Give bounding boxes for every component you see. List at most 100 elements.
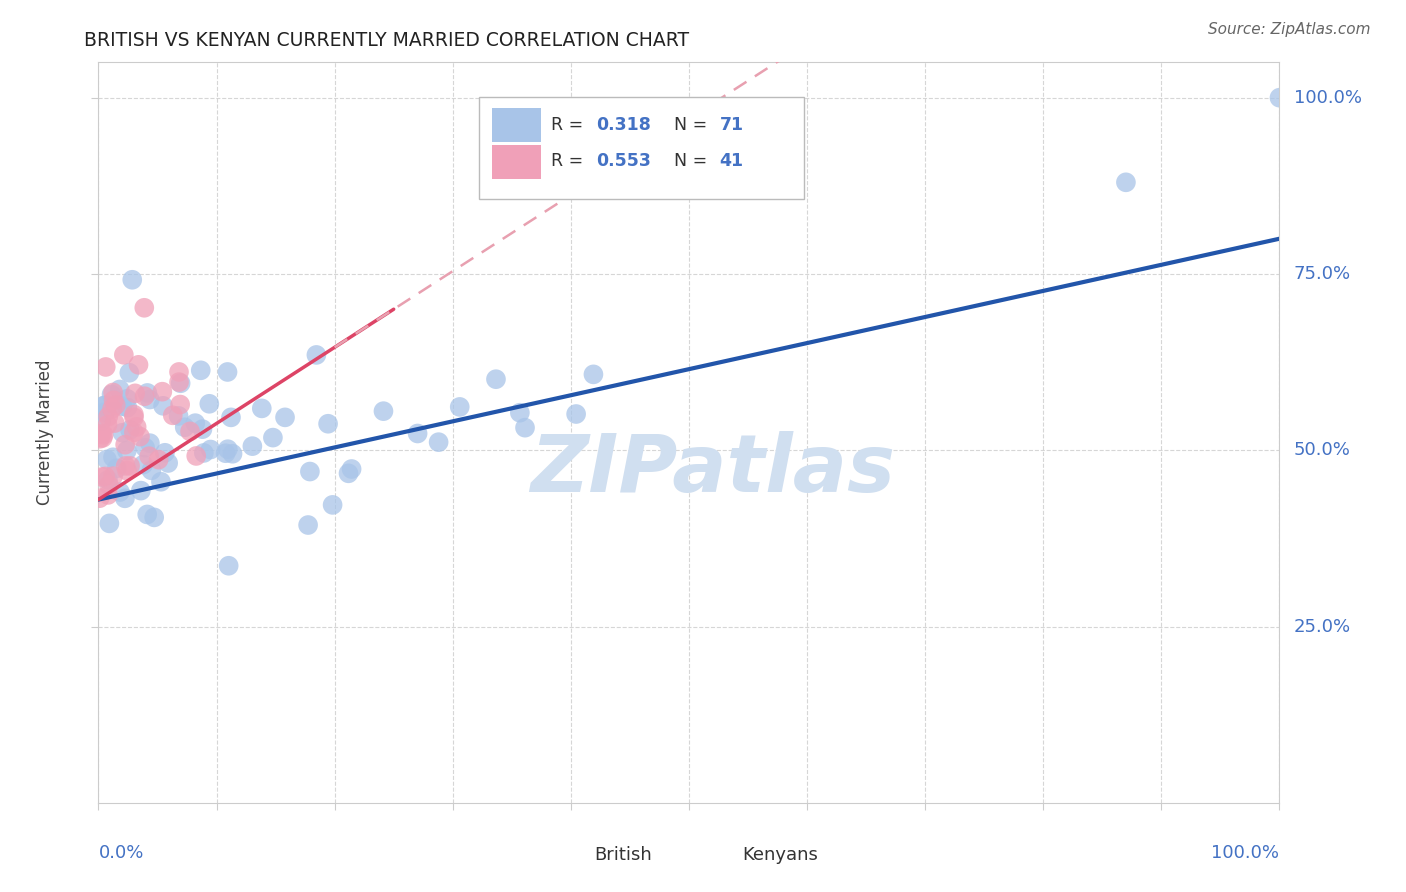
Point <box>111 399 134 413</box>
Point <box>565 407 588 421</box>
Point <box>97 488 120 502</box>
FancyBboxPatch shape <box>478 97 803 200</box>
Point <box>141 463 163 477</box>
Point <box>298 465 321 479</box>
Text: 0.318: 0.318 <box>596 116 651 135</box>
Point <box>250 401 273 416</box>
Point <box>103 393 125 408</box>
Point <box>94 359 117 374</box>
FancyBboxPatch shape <box>551 842 591 869</box>
Point <box>94 398 117 412</box>
Point <box>117 401 139 415</box>
Point <box>118 423 141 437</box>
Point <box>582 368 605 382</box>
Point <box>169 376 191 391</box>
Point <box>138 449 160 463</box>
Point <box>143 510 166 524</box>
Text: 75.0%: 75.0% <box>1294 265 1351 283</box>
Point <box>148 452 170 467</box>
FancyBboxPatch shape <box>699 842 738 869</box>
Point <box>169 398 191 412</box>
Point <box>125 420 148 434</box>
Text: Source: ZipAtlas.com: Source: ZipAtlas.com <box>1208 22 1371 37</box>
Point <box>149 475 172 489</box>
Point <box>134 301 156 315</box>
Point <box>217 442 239 457</box>
Point <box>122 425 145 440</box>
Point <box>150 384 173 399</box>
Point <box>297 518 319 533</box>
Point <box>167 409 190 423</box>
Point <box>337 467 360 481</box>
Point <box>115 443 138 458</box>
Point <box>98 516 121 531</box>
Text: 25.0%: 25.0% <box>1294 617 1351 635</box>
Text: 41: 41 <box>720 152 744 169</box>
Point <box>104 416 127 430</box>
Point <box>134 389 156 403</box>
Text: 100.0%: 100.0% <box>1294 88 1361 107</box>
Point <box>105 461 128 475</box>
Point <box>179 425 201 439</box>
Point <box>96 417 118 432</box>
Text: Currently Married: Currently Married <box>37 359 55 506</box>
Point <box>118 366 141 380</box>
Point <box>129 429 152 443</box>
Point <box>217 365 239 379</box>
Point <box>427 435 450 450</box>
Text: 50.0%: 50.0% <box>1294 442 1351 459</box>
Point <box>89 432 111 446</box>
Point <box>103 469 125 483</box>
Point <box>101 450 124 465</box>
Point <box>97 409 120 424</box>
Point <box>240 439 263 453</box>
Point <box>340 462 363 476</box>
Point <box>186 449 208 463</box>
Point <box>274 410 297 425</box>
Point <box>139 436 162 450</box>
Point <box>98 478 121 492</box>
Point <box>108 485 131 500</box>
Point <box>1268 91 1291 105</box>
Point <box>214 446 236 460</box>
Point <box>90 414 112 428</box>
Point <box>112 348 135 362</box>
Point <box>173 420 195 434</box>
Point <box>93 427 115 442</box>
Point <box>305 348 328 362</box>
Point <box>139 392 162 407</box>
Point <box>108 383 131 397</box>
Point <box>152 399 174 413</box>
Point <box>129 483 152 498</box>
Point <box>316 417 339 431</box>
Point <box>190 363 212 377</box>
Point <box>485 372 508 386</box>
Point <box>115 392 138 406</box>
Text: R =: R = <box>551 152 589 169</box>
Point <box>122 410 145 425</box>
Point <box>167 375 190 389</box>
Point <box>191 422 214 436</box>
Point <box>218 558 240 573</box>
Point <box>198 397 221 411</box>
Point <box>509 406 531 420</box>
Point <box>513 420 536 434</box>
Point <box>114 458 136 473</box>
Point <box>262 431 284 445</box>
Point <box>157 456 180 470</box>
Point <box>162 409 184 423</box>
Point <box>122 408 145 422</box>
Point <box>373 404 395 418</box>
Point <box>221 447 243 461</box>
Point <box>101 401 124 416</box>
Text: 0.0%: 0.0% <box>98 844 143 862</box>
Text: Kenyans: Kenyans <box>742 847 818 864</box>
Point <box>121 273 143 287</box>
Point <box>136 386 159 401</box>
Point <box>322 498 344 512</box>
Text: R =: R = <box>551 116 589 135</box>
Point <box>200 442 222 457</box>
Point <box>193 446 215 460</box>
Point <box>219 410 242 425</box>
Text: British: British <box>595 847 652 864</box>
